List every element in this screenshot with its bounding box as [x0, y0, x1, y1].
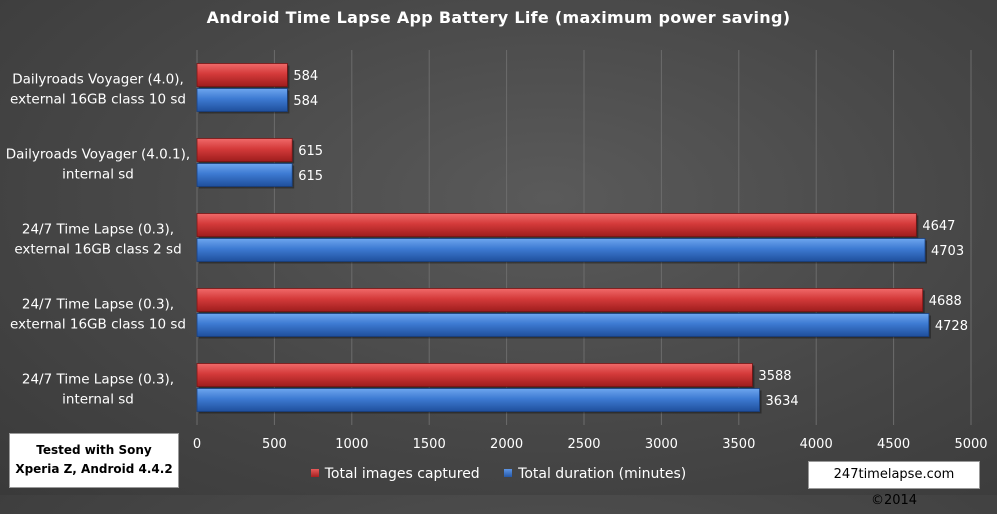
data-labels: 584 584 615 615 4647 4703 4688 4728 3588 3634 [293, 69, 968, 409]
data-label: 584 [293, 69, 318, 84]
data-label: 3634 [766, 394, 799, 409]
x-axis-ticks: 0 500 1000 1500 2000 2500 3000 3500 4000 4500 5000 [193, 437, 988, 452]
x-tick-label: 5000 [954, 437, 987, 452]
category-label: internal sd [62, 392, 134, 408]
legend-swatch-blue [504, 469, 513, 477]
data-label: 615 [298, 144, 323, 159]
bar-images-captured [196, 363, 753, 387]
bar-images-captured [196, 213, 917, 237]
category-label: 24/7 Time Lapse (0.3), [22, 222, 174, 238]
bar-total-duration [196, 88, 288, 112]
gridlines [196, 50, 972, 425]
x-tick-label: 4500 [877, 437, 910, 452]
category-label: 24/7 Time Lapse (0.3), [22, 297, 174, 313]
bar-images-captured [196, 288, 924, 312]
legend-label-images: Total images captured [324, 466, 480, 482]
x-tick-label: 4000 [800, 437, 833, 452]
legend-label-duration: Total duration (minutes) [518, 466, 687, 482]
x-tick-label: 2500 [567, 437, 600, 452]
category-labels: Dailyroads Voyager (4.0), external 16GB c… [6, 72, 190, 408]
legend-swatch-red [310, 469, 319, 477]
legend-item-duration: Total duration (minutes) [504, 466, 686, 482]
category-label: internal sd [62, 167, 134, 183]
data-label: 584 [293, 94, 318, 109]
data-label: 4703 [931, 244, 964, 259]
bar-total-duration [196, 313, 930, 337]
category-label: Dailyroads Voyager (4.0.1), [6, 147, 190, 163]
data-label: 4728 [935, 319, 968, 334]
legend-item-images: Total images captured [310, 466, 480, 482]
note-line-1: Tested with Sony [36, 443, 152, 457]
x-tick-label: 3500 [722, 437, 755, 452]
test-device-note: Tested with Sony Xperia Z, Android 4.4.2 [9, 433, 179, 488]
bar-total-duration [196, 238, 926, 262]
note-line-2: Xperia Z, Android 4.4.2 [15, 462, 173, 476]
category-label: external 16GB class 2 sd [14, 242, 181, 258]
bars [196, 63, 931, 414]
legend: Total images captured Total duration (mi… [0, 466, 997, 482]
data-label: 3588 [758, 369, 791, 384]
chart-title: Android Time Lapse App Battery Life (max… [206, 8, 791, 27]
bar-chart-plot: 584 584 615 615 4647 4703 4688 4728 3588 3634 Dai… [6, 50, 988, 452]
x-tick-label: 1000 [335, 437, 368, 452]
data-label: 615 [298, 169, 323, 184]
x-tick-label: 500 [262, 437, 287, 452]
data-label: 4688 [929, 294, 962, 309]
data-label: 4647 [922, 219, 955, 234]
x-tick-label: 2000 [490, 437, 523, 452]
credit-box: 247timelapse.com ©2014 [808, 461, 980, 508]
x-tick-label: 3000 [645, 437, 678, 452]
bar-total-duration [196, 163, 293, 187]
bar-images-captured [196, 63, 288, 87]
bar-images-captured [196, 138, 293, 162]
category-label: Dailyroads Voyager (4.0), [12, 72, 184, 88]
x-tick-label: 0 [193, 437, 201, 452]
category-label: external 16GB class 10 sd [10, 92, 186, 108]
x-tick-label: 1500 [413, 437, 446, 452]
category-label: external 16GB class 10 sd [10, 317, 186, 333]
bar-total-duration [196, 388, 760, 412]
category-label: 24/7 Time Lapse (0.3), [22, 372, 174, 388]
